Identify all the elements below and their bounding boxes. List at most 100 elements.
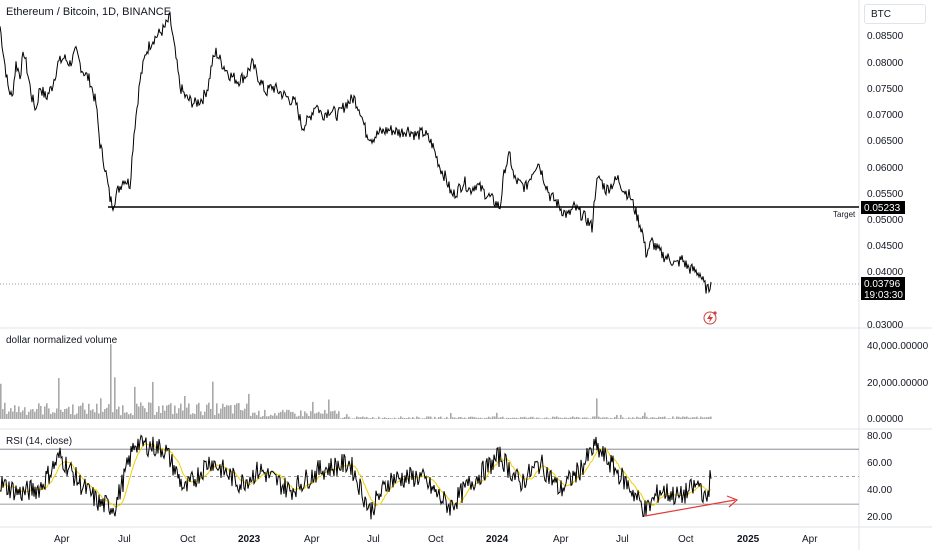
volume-bar [212,381,214,419]
volume-bar [184,396,186,419]
volume-bar [444,418,446,419]
volume-bar [464,417,466,419]
volume-pane[interactable] [0,344,712,419]
volume-bar [652,417,654,419]
volume-bar [430,416,432,419]
volume-tick: 40,000.00000 [867,341,929,352]
symbol-title[interactable]: Ethereum / Bitcoin, 1D, BINANCE [6,6,172,18]
volume-bar [276,415,278,419]
volume-bar [178,408,180,419]
volume-bar [96,403,98,419]
volume-bar [594,416,596,419]
volume-bar [180,403,182,419]
volume-bar [472,416,474,419]
svg-text:0.05233: 0.05233 [864,203,901,214]
volume-bar [218,413,220,419]
volume-bar [412,417,414,419]
volume-bar [374,418,376,419]
volume-bar [222,403,224,419]
volume-bar [376,418,378,419]
price-tick: 0.05000 [867,215,904,226]
volume-bar [400,416,402,419]
volume-bar [36,409,38,419]
volume-bar [250,415,252,419]
volume-bar [532,416,534,419]
volume-bar [198,402,200,419]
price-axis[interactable]: 0.08500 0.08000 0.07500 0.07000 0.06000 … [861,31,905,331]
volume-bar [148,402,150,419]
volume-bar [4,402,6,419]
price-tick: 0.07500 [867,84,904,95]
volume-bar [648,418,650,419]
volume-bar [10,408,12,419]
volume-bar [12,411,14,419]
volume-bar [406,418,408,419]
volume-bar [356,416,358,419]
volume-bar [228,405,230,419]
volume-bar [488,416,490,419]
volume-bar [322,413,324,419]
price-tick: 0.08000 [867,58,904,69]
volume-bar [56,408,58,419]
volume-bar [176,413,178,419]
rsi-axis[interactable]: 80.00 60.00 40.00 20.00 [867,431,892,523]
volume-bar [576,416,578,419]
volume-bar [568,417,570,419]
volume-bar [696,416,698,419]
volume-bar [616,415,618,419]
volume-pane-title[interactable]: dollar normalized volume [6,335,118,346]
rsi-tick: 80.00 [867,431,892,442]
volume-bar [28,411,30,419]
volume-bar [512,417,514,419]
volume-bar [90,410,92,419]
volume-bar [244,408,246,419]
volume-bar [72,404,74,419]
volume-bar [296,416,298,419]
volume-bar [122,405,124,419]
lightning-icon[interactable] [703,311,717,325]
volume-bar [384,417,386,419]
volume-bar [416,416,418,419]
volume-bar [558,417,560,419]
volume-bar [132,415,134,419]
price-pane[interactable]: Target [0,11,859,325]
volume-bar [614,417,616,419]
volume-bar [580,418,582,419]
volume-bar [18,406,20,419]
volume-bar [204,411,206,419]
volume-bar [224,407,226,419]
volume-bar [94,412,96,419]
volume-bar [30,409,32,419]
rsi-pane-title[interactable]: RSI (14, close) [6,436,73,447]
volume-bar [22,410,24,419]
time-axis[interactable]: Apr Jul Oct 2023 Apr Jul Oct 2024 Apr Ju… [54,534,818,545]
volume-bar [164,410,166,419]
volume-bar [672,416,674,419]
volume-bar [586,417,588,419]
volume-bar [458,417,460,419]
divergence-arrow[interactable] [644,495,739,517]
svg-text:0.03796: 0.03796 [864,279,901,290]
volume-bar [506,417,508,419]
volume-bar [264,409,266,419]
volume-bar [684,416,686,419]
volume-bar [540,418,542,419]
volume-bar [108,404,110,419]
volume-bar [368,418,370,419]
volume-bar [598,416,600,419]
rsi-tick: 20.00 [867,512,892,523]
volume-bar [588,418,590,419]
rsi-pane[interactable] [0,434,859,520]
svg-text:19:03:30: 19:03:30 [864,290,903,301]
volume-bar [624,418,626,419]
volume-bar [16,412,18,419]
currency-button[interactable]: BTC [864,4,926,24]
volume-bar [422,418,424,419]
volume-bar [274,413,276,419]
volume-bar [482,418,484,419]
volume-axis[interactable]: 40,000.00000 20,000.00000 0.00000 [867,341,929,425]
volume-bar [612,418,614,419]
volume-bar [100,398,102,419]
volume-bar [266,416,268,419]
